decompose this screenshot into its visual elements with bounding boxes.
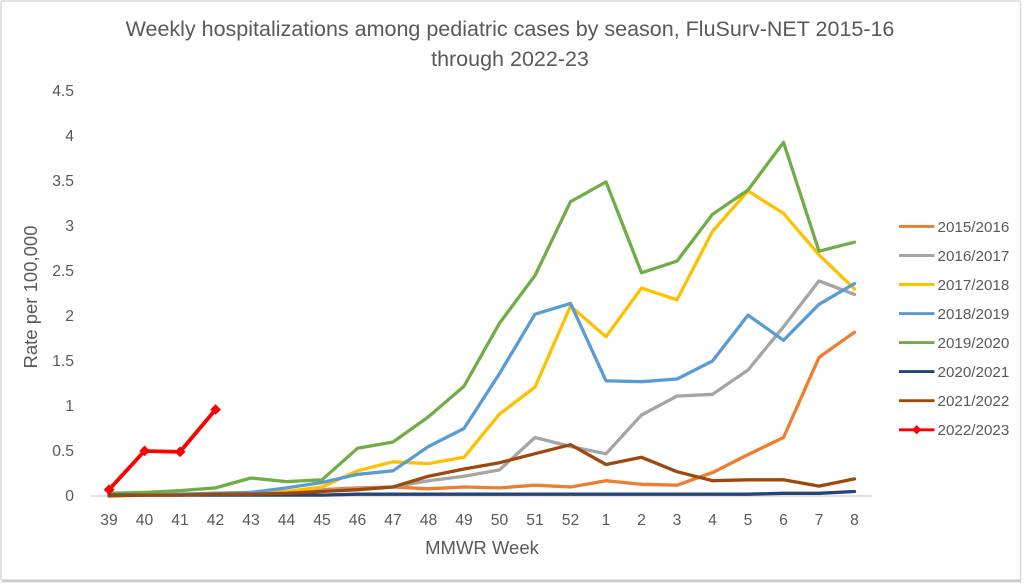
svg-text:2021/2022: 2021/2022 xyxy=(938,393,1010,410)
svg-text:2.5: 2.5 xyxy=(52,263,74,280)
svg-text:2: 2 xyxy=(637,512,646,529)
svg-text:4: 4 xyxy=(65,128,74,145)
svg-text:3.5: 3.5 xyxy=(52,173,74,190)
svg-text:44: 44 xyxy=(278,512,296,529)
svg-text:5: 5 xyxy=(744,512,753,529)
svg-text:4: 4 xyxy=(708,512,717,529)
svg-text:45: 45 xyxy=(313,512,331,529)
svg-text:through 2022-23: through 2022-23 xyxy=(431,47,589,71)
svg-text:MMWR Week: MMWR Week xyxy=(425,537,539,558)
svg-text:49: 49 xyxy=(455,512,472,529)
svg-text:2: 2 xyxy=(65,308,74,325)
svg-text:42: 42 xyxy=(207,512,224,529)
svg-text:51: 51 xyxy=(526,512,543,529)
svg-text:2016/2017: 2016/2017 xyxy=(938,248,1010,265)
svg-text:41: 41 xyxy=(171,512,188,529)
svg-text:0: 0 xyxy=(65,488,74,505)
svg-text:40: 40 xyxy=(136,512,154,529)
svg-text:1: 1 xyxy=(602,512,611,529)
svg-text:0.5: 0.5 xyxy=(52,443,74,460)
svg-text:1: 1 xyxy=(65,398,74,415)
svg-text:8: 8 xyxy=(850,512,859,529)
svg-text:46: 46 xyxy=(349,512,367,529)
svg-text:2022/2023: 2022/2023 xyxy=(938,422,1010,439)
svg-text:47: 47 xyxy=(384,512,401,529)
svg-text:48: 48 xyxy=(420,512,438,529)
svg-text:1.5: 1.5 xyxy=(52,353,74,370)
svg-text:2015/2016: 2015/2016 xyxy=(938,219,1010,236)
svg-text:Weekly hospitalizations among: Weekly hospitalizations among pediatric … xyxy=(126,17,895,41)
svg-text:50: 50 xyxy=(491,512,509,529)
svg-text:3: 3 xyxy=(65,218,74,235)
svg-text:3: 3 xyxy=(673,512,682,529)
svg-text:7: 7 xyxy=(815,512,824,529)
svg-text:43: 43 xyxy=(242,512,260,529)
svg-text:39: 39 xyxy=(100,512,117,529)
svg-text:2017/2018: 2017/2018 xyxy=(938,277,1010,294)
svg-text:52: 52 xyxy=(562,512,579,529)
svg-text:2018/2019: 2018/2019 xyxy=(938,306,1010,323)
svg-text:2020/2021: 2020/2021 xyxy=(938,364,1010,381)
svg-text:6: 6 xyxy=(779,512,788,529)
svg-text:Rate per 100,000: Rate per 100,000 xyxy=(20,226,41,369)
svg-text:2019/2020: 2019/2020 xyxy=(938,335,1010,352)
svg-text:4.5: 4.5 xyxy=(52,83,74,100)
